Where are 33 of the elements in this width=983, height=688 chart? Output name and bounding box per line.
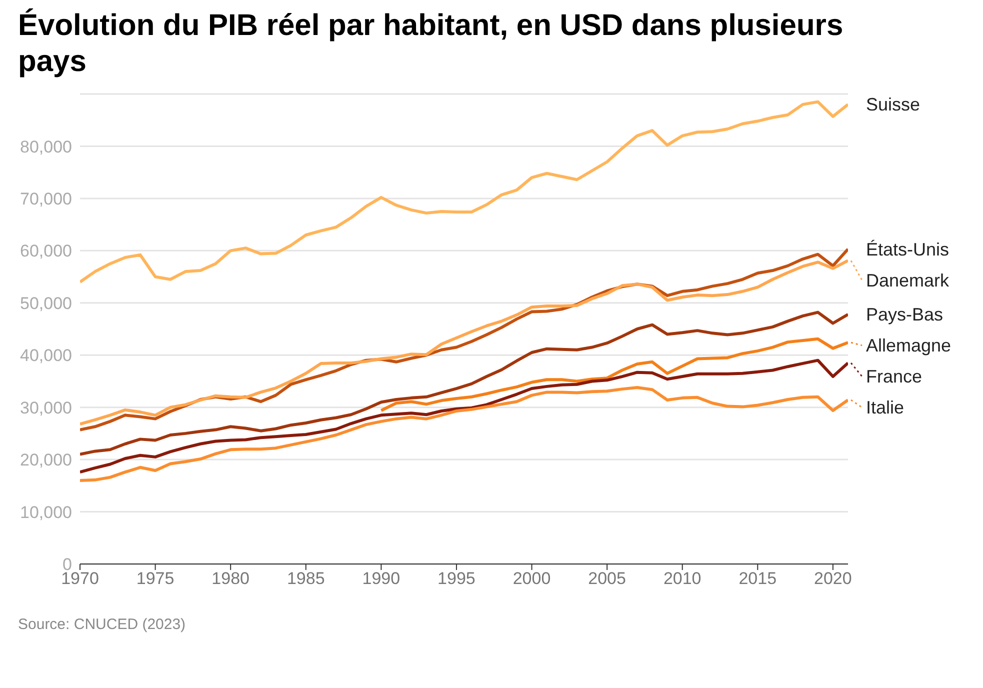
x-tick-label: 1980: [212, 569, 250, 588]
series-label: Danemark: [866, 270, 950, 290]
line-series: [80, 386, 848, 482]
x-tick-label: 1995: [438, 569, 476, 588]
x-tick-label: 2000: [512, 569, 551, 588]
series-label: Pays-Bas: [866, 304, 944, 325]
x-tick-label: 2020: [814, 569, 852, 588]
legend-label: France: [866, 366, 922, 387]
series-label: Allemagne: [866, 336, 952, 356]
x-tick-label: 2010: [663, 569, 702, 588]
y-tick-label: 40,000: [20, 346, 72, 366]
chart-title: Évolution du PIB réel par habitant, en USD dans plusieurs pays: [18, 8, 844, 80]
x-tick-label: 2005: [588, 569, 626, 588]
y-tick-label: 70,000: [20, 189, 72, 208]
y-tick-label: 80,000: [20, 137, 72, 156]
series-label: États-Unis: [866, 239, 950, 260]
line-series: [380, 337, 848, 412]
x-tick-label: 1985: [286, 569, 325, 588]
x-tick-label: 1990: [362, 569, 400, 588]
source-note: Source: CNUCED (2023): [18, 616, 187, 633]
series-label: Suisse: [866, 94, 920, 115]
y-tick-label: 20,000: [20, 450, 72, 470]
x-tick-label: 1970: [61, 569, 99, 588]
y-tick-label: 10,000: [20, 502, 72, 522]
y-tick-label: 60,000: [20, 242, 72, 261]
line-series: [80, 358, 848, 474]
legend-label: Italie: [866, 398, 904, 418]
line-series: [80, 310, 848, 456]
x-tick-label: 2015: [738, 569, 777, 588]
y-tick-label: 50,000: [20, 294, 72, 313]
x-tick-label: 1975: [136, 569, 174, 588]
y-tick-label: 30,000: [20, 398, 72, 418]
line-series: [80, 100, 848, 284]
